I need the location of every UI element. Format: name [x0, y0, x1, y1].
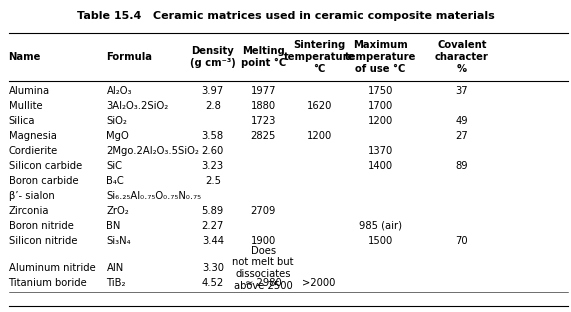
Text: Si₆.₂₅Al₀.₇₅O₀.₇₅N₀.₇₅: Si₆.₂₅Al₀.₇₅O₀.₇₅N₀.₇₅ — [106, 191, 202, 201]
Text: 3.30: 3.30 — [202, 263, 224, 273]
Text: Boron carbide: Boron carbide — [9, 176, 78, 186]
Text: Formula: Formula — [106, 52, 152, 62]
Text: 1370: 1370 — [368, 146, 393, 156]
Text: 2.27: 2.27 — [202, 221, 224, 231]
Text: Melting
point °C: Melting point °C — [240, 46, 286, 68]
Text: Boron nitride: Boron nitride — [9, 221, 74, 231]
Text: 1750: 1750 — [368, 86, 393, 96]
Text: 70: 70 — [456, 236, 468, 246]
Text: Sintering
temperature
°C: Sintering temperature °C — [283, 40, 355, 74]
Text: 2.8: 2.8 — [205, 101, 221, 111]
Text: Zirconia: Zirconia — [9, 206, 49, 216]
Text: Magnesia: Magnesia — [9, 131, 57, 141]
Text: SiO₂: SiO₂ — [106, 116, 127, 126]
Text: AlN: AlN — [106, 263, 124, 273]
Text: Alumina: Alumina — [9, 86, 50, 96]
Text: 5.89: 5.89 — [202, 206, 224, 216]
Text: Si₃N₄: Si₃N₄ — [106, 236, 131, 246]
Text: 3.23: 3.23 — [202, 161, 224, 171]
Text: Table 15.4   Ceramic matrices used in ceramic composite materials: Table 15.4 Ceramic matrices used in cera… — [77, 11, 494, 21]
Text: Cordierite: Cordierite — [9, 146, 58, 156]
Text: 1900: 1900 — [251, 236, 276, 246]
Text: 2825: 2825 — [251, 131, 276, 141]
Text: 1880: 1880 — [251, 101, 276, 111]
Text: Name: Name — [9, 52, 41, 62]
Text: 3.44: 3.44 — [202, 236, 224, 246]
Text: Titanium boride: Titanium boride — [9, 278, 87, 288]
Text: MgO: MgO — [106, 131, 129, 141]
Text: 2.60: 2.60 — [202, 146, 224, 156]
Text: Silica: Silica — [9, 116, 35, 126]
Text: Covalent
character
%: Covalent character % — [435, 40, 489, 74]
Text: Mullite: Mullite — [9, 101, 42, 111]
Text: 985 (air): 985 (air) — [359, 221, 402, 231]
Text: 49: 49 — [456, 116, 468, 126]
Text: Maximum
temperature
of use °C: Maximum temperature of use °C — [345, 40, 416, 74]
Text: ZrO₂: ZrO₂ — [106, 206, 129, 216]
Text: 3.97: 3.97 — [202, 86, 224, 96]
Text: 2Mgo.2Al₂O₃.5SiO₂: 2Mgo.2Al₂O₃.5SiO₂ — [106, 146, 199, 156]
Text: B₄C: B₄C — [106, 176, 124, 186]
Text: 1500: 1500 — [368, 236, 393, 246]
Text: ≈ 2980: ≈ 2980 — [245, 278, 282, 288]
Text: Aluminum nitride: Aluminum nitride — [9, 263, 95, 273]
Text: 2709: 2709 — [251, 206, 276, 216]
Text: 2.5: 2.5 — [205, 176, 221, 186]
Text: 3Al₂O₃.2SiO₂: 3Al₂O₃.2SiO₂ — [106, 101, 169, 111]
Text: 1977: 1977 — [251, 86, 276, 96]
Text: β’- sialon: β’- sialon — [9, 191, 54, 201]
Text: Does
not melt but
dissociates
above 2500: Does not melt but dissociates above 2500 — [232, 246, 294, 290]
Text: 1620: 1620 — [307, 101, 332, 111]
Text: 27: 27 — [456, 131, 468, 141]
Text: 1700: 1700 — [368, 101, 393, 111]
Text: 1723: 1723 — [251, 116, 276, 126]
Text: SiC: SiC — [106, 161, 123, 171]
Text: 1400: 1400 — [368, 161, 393, 171]
Text: 1200: 1200 — [368, 116, 393, 126]
Text: >2000: >2000 — [303, 278, 336, 288]
Text: 89: 89 — [456, 161, 468, 171]
Text: 3.58: 3.58 — [202, 131, 224, 141]
Text: TiB₂: TiB₂ — [106, 278, 126, 288]
Text: Silicon carbide: Silicon carbide — [9, 161, 82, 171]
Text: 1200: 1200 — [307, 131, 332, 141]
Text: 37: 37 — [456, 86, 468, 96]
Text: 4.52: 4.52 — [202, 278, 224, 288]
Text: BN: BN — [106, 221, 121, 231]
Text: Al₂O₃: Al₂O₃ — [106, 86, 132, 96]
Text: Silicon nitride: Silicon nitride — [9, 236, 77, 246]
Text: Density
(g cm⁻³): Density (g cm⁻³) — [190, 46, 236, 68]
